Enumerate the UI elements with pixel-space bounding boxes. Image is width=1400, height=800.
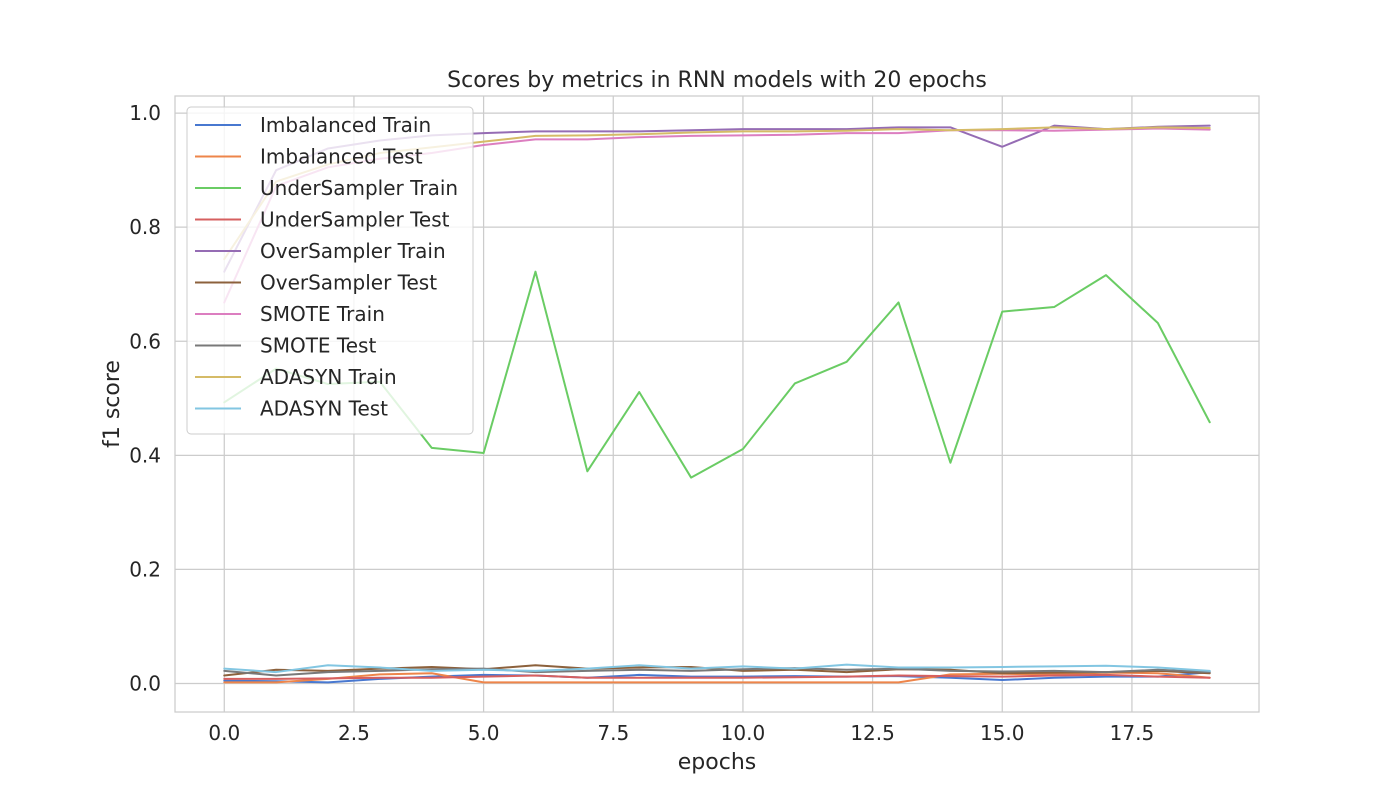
legend-label-undersampler-test: UnderSampler Test (260, 208, 450, 232)
x-tick-label: 12.5 (850, 721, 895, 745)
x-tick-label: 0.0 (208, 721, 240, 745)
x-tick-label: 10.0 (721, 721, 766, 745)
legend-label-oversampler-train: OverSampler Train (260, 239, 446, 263)
x-tick-label: 7.5 (597, 721, 629, 745)
x-axis-label: epochs (678, 750, 756, 775)
legend-label-smote-train: SMOTE Train (260, 302, 385, 326)
legend-label-imbalanced-test: Imbalanced Test (260, 145, 423, 169)
legend-box (186, 106, 474, 435)
y-tick-labels: 0.0 0.2 0.4 0.6 0.8 1.0 (129, 101, 161, 695)
series-line-undersampler-test (223, 673, 1211, 680)
legend-label-imbalanced-train: Imbalanced Train (260, 113, 431, 137)
legend-label-smote-test: SMOTE Test (260, 334, 376, 358)
x-tick-label: 2.5 (338, 721, 370, 745)
x-tick-label: 5.0 (468, 721, 500, 745)
x-tick-label: 17.5 (1110, 721, 1155, 745)
x-tick-labels: 0.0 2.5 5.0 7.5 10.0 12.5 15.0 17.5 (208, 721, 1154, 745)
series-line-imbalanced-test (223, 671, 1211, 684)
y-tick-label: 0.2 (129, 557, 161, 581)
y-tick-label: 1.0 (129, 101, 161, 125)
legend-label-undersampler-train: UnderSampler Train (260, 176, 458, 200)
y-tick-label: 0.4 (129, 443, 161, 467)
x-tick-label: 15.0 (980, 721, 1025, 745)
legend: Imbalanced Train Imbalanced Test UnderSamp… (186, 106, 474, 435)
legend-label-adasyn-test: ADASYN Test (260, 397, 388, 421)
y-tick-label: 0.0 (129, 671, 161, 695)
series-line-smote-test (223, 667, 1211, 677)
legend-label-oversampler-test: OverSampler Test (260, 271, 437, 295)
y-axis-label: f1 score (100, 360, 125, 448)
chart-title: Scores by metrics in RNN models with 20 … (447, 68, 987, 93)
plot-frame (174, 95, 1260, 713)
series-line-adasyn-test (223, 663, 1211, 674)
y-tick-label: 0.6 (129, 329, 161, 353)
y-tick-label: 0.8 (129, 215, 161, 239)
legend-label-adasyn-train: ADASYN Train (260, 365, 397, 389)
